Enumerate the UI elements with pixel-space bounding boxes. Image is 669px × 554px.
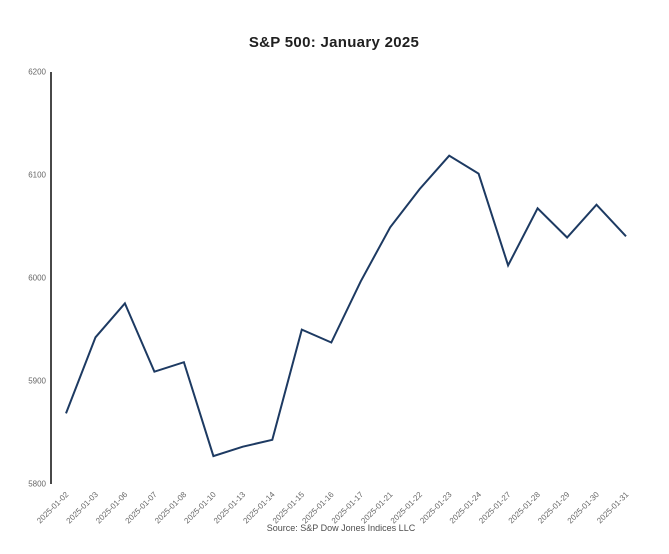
x-tick-label: 2025-01-31 <box>595 490 631 526</box>
y-tick-label: 6200 <box>28 68 46 77</box>
y-tick-label: 5900 <box>28 377 46 386</box>
y-tick-label: 6100 <box>28 171 46 180</box>
source-note: Source: S&P Dow Jones Indices LLC <box>267 523 416 533</box>
y-axis-labels: 5800 5900 6000 6100 6200 <box>28 68 46 489</box>
y-tick-label: 6000 <box>28 274 46 283</box>
price-line-group <box>65 154 627 458</box>
x-axis-labels: 2025-01-022025-01-032025-01-062025-01-07… <box>35 490 631 526</box>
chart-title: S&P 500: January 2025 <box>249 34 419 51</box>
y-tick-label: 5800 <box>28 480 46 489</box>
price-line <box>65 154 627 458</box>
